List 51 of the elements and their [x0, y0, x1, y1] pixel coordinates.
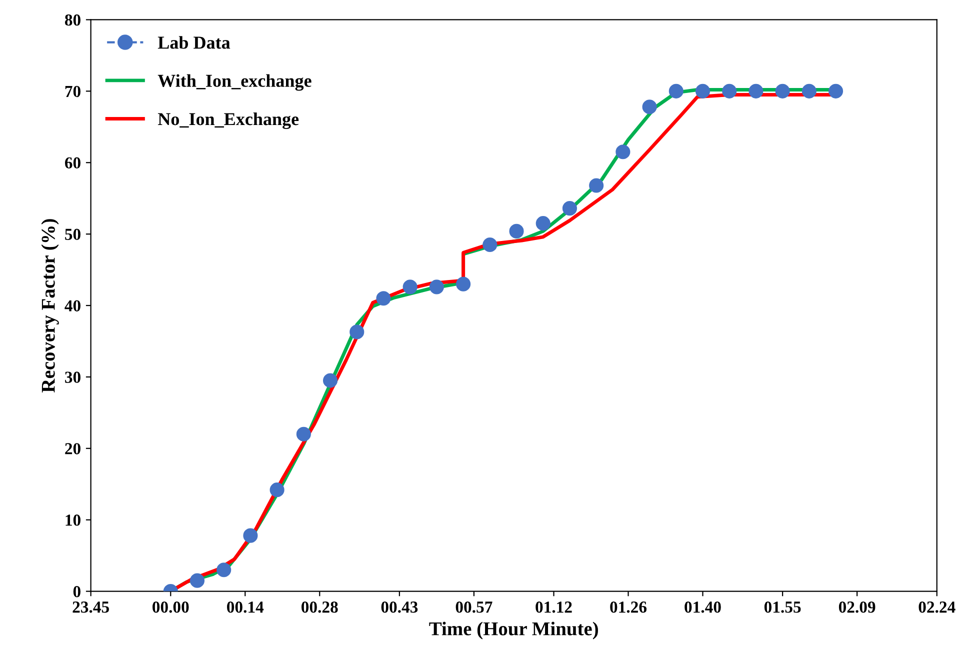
point: [429, 280, 444, 294]
point: [695, 84, 710, 98]
point: [775, 84, 790, 98]
point: [668, 84, 684, 98]
point: [243, 528, 258, 543]
x-tick-label: 01.26: [610, 602, 647, 613]
point: [748, 84, 764, 98]
point: [190, 573, 205, 588]
legend-label: No_Ion_Exchange: [158, 112, 299, 130]
x-tick-label: 01.12: [536, 602, 572, 613]
y-axis-title: Recovery Factor (%): [41, 219, 59, 392]
x-tick-label: 01.55: [764, 602, 801, 613]
point: [562, 201, 578, 216]
point: [322, 373, 338, 388]
legend-label: Lab Data: [158, 36, 230, 49]
y-tick-label: 30: [65, 372, 80, 383]
x-tick-label: 02.09: [838, 602, 876, 613]
point: [296, 426, 311, 442]
y-tick-label: 40: [64, 300, 80, 312]
point: [482, 237, 498, 252]
y-tick-label: 80: [64, 14, 80, 26]
x-tick-label: 01.40: [684, 602, 721, 613]
x-tick-label: 00.14: [227, 602, 264, 613]
y-tick-label: 0: [73, 586, 80, 598]
y-tick-label: 70: [65, 86, 80, 98]
point: [216, 562, 232, 578]
point: [402, 280, 418, 294]
y-tick-label: 50: [65, 228, 80, 240]
point: [589, 178, 604, 193]
x-tick-label: 00.00: [152, 602, 189, 613]
point: [376, 291, 391, 306]
y-tick-label: 10: [66, 514, 80, 526]
point: [722, 84, 737, 98]
point: [828, 84, 844, 98]
point: [350, 324, 364, 340]
legend-label: With_Ion_exchange: [158, 74, 312, 91]
x-axis-title: Time (Hour Minute): [429, 622, 598, 640]
y-tick-label: 60: [65, 157, 80, 169]
point: [616, 144, 630, 160]
point: [802, 84, 816, 98]
point: [509, 224, 524, 238]
x-tick-label: 23.45: [72, 602, 109, 613]
y-tick-label: 20: [65, 443, 80, 454]
x-tick-label: 00.57: [456, 602, 492, 613]
x-tick-label: 00.43: [381, 602, 418, 613]
point: [536, 216, 550, 231]
point: [642, 100, 657, 114]
point: [456, 276, 471, 292]
point: [270, 482, 284, 498]
x-tick-label: 00.28: [302, 602, 338, 613]
x-tick-label: 02.24: [918, 602, 956, 613]
